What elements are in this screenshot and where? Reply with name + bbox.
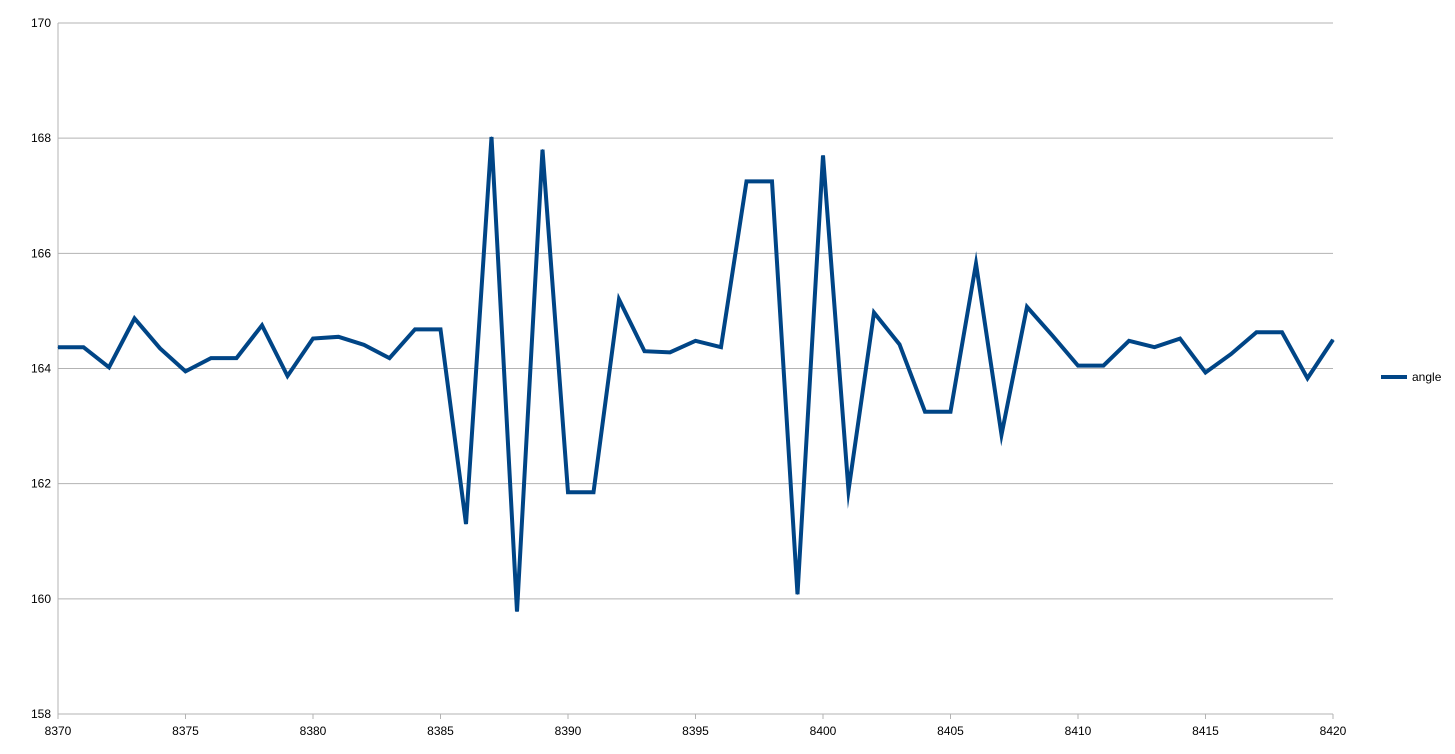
- data-point: [185, 370, 186, 372]
- x-tick-label: 8400: [810, 724, 837, 738]
- data-point: [746, 180, 747, 182]
- data-point: [1026, 306, 1028, 308]
- data-point: [159, 347, 161, 349]
- data-point: [950, 411, 951, 413]
- data-point: [720, 346, 722, 348]
- data-point: [567, 491, 569, 493]
- data-point: [873, 312, 875, 314]
- x-tick-label: 8405: [937, 724, 964, 738]
- data-point: [1230, 353, 1232, 355]
- data-point: [618, 298, 620, 300]
- data-point: [363, 344, 365, 346]
- data-point: [338, 336, 339, 338]
- data-point: [491, 136, 492, 138]
- series-group: [57, 136, 1335, 612]
- data-point: [924, 411, 926, 413]
- data-point: [516, 611, 518, 612]
- x-tick-label: 8380: [300, 724, 327, 738]
- data-point: [261, 324, 263, 326]
- data-point: [236, 357, 237, 359]
- x-tick-label: 8410: [1065, 724, 1092, 738]
- data-point: [848, 490, 849, 492]
- data-point: [822, 154, 824, 156]
- x-tick-label: 8415: [1192, 724, 1219, 738]
- x-tick-label: 8390: [555, 724, 582, 738]
- data-point: [644, 350, 645, 352]
- data-point: [1281, 331, 1283, 333]
- data-point: [1128, 340, 1130, 342]
- data-point: [389, 357, 390, 359]
- y-tick-label: 166: [31, 246, 51, 260]
- data-point: [1205, 372, 1206, 374]
- legend: angle: [1381, 370, 1442, 384]
- data-point: [312, 338, 314, 340]
- x-tick-labels: 8370 8375 8380 8385 8390 8395 8400 8405 8410 8415…: [45, 724, 1347, 738]
- data-point: [1103, 365, 1104, 367]
- data-point: [669, 351, 671, 353]
- data-point: [134, 317, 135, 319]
- data-point: [1179, 338, 1181, 340]
- data-point: [1307, 377, 1308, 379]
- data-point: [899, 343, 900, 345]
- data-point: [210, 357, 212, 359]
- data-point: [1077, 365, 1079, 367]
- data-point: [1154, 346, 1155, 348]
- data-point: [695, 340, 696, 342]
- y-tick-label: 160: [31, 592, 51, 606]
- data-point: [1332, 339, 1334, 341]
- y-tick-label: 170: [31, 16, 51, 30]
- data-point: [465, 523, 467, 525]
- y-tick-label: 162: [31, 477, 51, 491]
- data-point: [287, 375, 288, 377]
- y-tick-label: 168: [31, 131, 51, 145]
- x-tick-label: 8370: [45, 724, 72, 738]
- data-point: [771, 180, 773, 182]
- y-tick-label: 164: [31, 362, 51, 376]
- x-tick-label: 8385: [427, 724, 454, 738]
- data-point: [542, 149, 543, 151]
- data-point: [57, 346, 59, 348]
- data-point: [414, 328, 416, 330]
- legend-label: angle: [1412, 370, 1442, 384]
- x-tick-label: 8375: [172, 724, 199, 738]
- gridlines: [58, 22, 1333, 600]
- x-tick-label: 8395: [682, 724, 709, 738]
- data-point: [1001, 434, 1002, 436]
- x-tick-label: 8420: [1320, 724, 1347, 738]
- data-point: [593, 491, 594, 493]
- data-point: [1256, 331, 1257, 333]
- data-point: [108, 366, 110, 368]
- x-tick-marks: [57, 714, 1334, 719]
- data-point: [797, 593, 798, 595]
- data-point: [440, 328, 441, 330]
- data-point: [83, 346, 84, 348]
- data-point: [975, 263, 977, 265]
- y-tick-label: 158: [31, 707, 51, 721]
- y-tick-labels: 158 160 162 164 166 168 170: [31, 16, 51, 721]
- data-point: [1052, 335, 1053, 337]
